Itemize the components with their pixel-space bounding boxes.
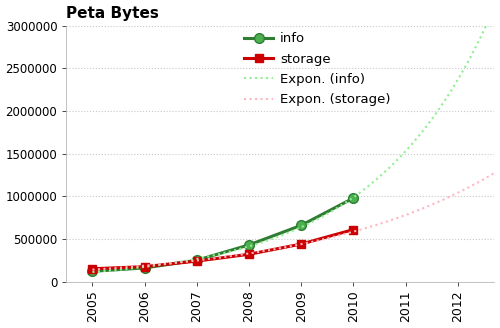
Expon. (storage) [91, 268, 97, 272]
Expon. (storage) [328, 236, 334, 239]
Expon. (storage) [336, 234, 342, 237]
info [194, 258, 200, 262]
info [90, 269, 96, 273]
storage [90, 267, 96, 271]
info [246, 243, 252, 247]
info [298, 223, 304, 227]
Line: storage: storage [88, 225, 358, 273]
Expon. (info) [91, 270, 97, 274]
Line: Expon. (info): Expon. (info) [92, 7, 494, 272]
Expon. (info) [329, 209, 335, 213]
info [142, 266, 148, 270]
Legend: info, storage, Expon. (info), Expon. (storage): info, storage, Expon. (info), Expon. (st… [244, 32, 390, 106]
storage [298, 242, 304, 246]
Expon. (info) [328, 210, 334, 214]
Expon. (storage) [90, 268, 96, 272]
Expon. (storage) [492, 171, 498, 175]
storage [246, 252, 252, 256]
storage [142, 265, 148, 269]
Expon. (info) [492, 5, 498, 9]
Line: Expon. (storage): Expon. (storage) [92, 173, 494, 270]
Text: Peta Bytes: Peta Bytes [66, 6, 159, 21]
info [350, 196, 356, 200]
Expon. (storage) [454, 191, 460, 195]
Line: info: info [88, 193, 358, 276]
storage [194, 259, 200, 263]
storage [350, 228, 356, 232]
Expon. (info) [90, 270, 96, 274]
Expon. (info) [336, 205, 342, 209]
Expon. (storage) [329, 235, 335, 239]
Expon. (info) [428, 118, 434, 122]
Expon. (info) [454, 79, 460, 83]
Expon. (storage) [428, 203, 434, 207]
